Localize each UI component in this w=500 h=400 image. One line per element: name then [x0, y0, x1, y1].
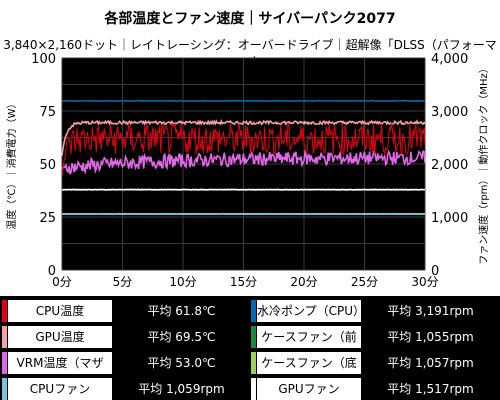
legend-average-value: 平均 1,059rpm — [138, 382, 225, 396]
legend-series-name: GPUファン — [257, 378, 361, 400]
x-tick-label: 25分 — [351, 275, 378, 289]
x-tick-label: 20分 — [290, 275, 317, 289]
legend-series-name: ケースファン（前面） — [257, 326, 361, 366]
legend-swatch — [2, 352, 7, 374]
legend-average-value: 平均 1,055rpm — [387, 330, 474, 344]
series-line — [61, 119, 426, 156]
y-tick-label-right: 0 — [431, 264, 439, 279]
legend-swatch — [251, 326, 256, 348]
y-tick-label-right: 1,000 — [431, 211, 468, 226]
legend-entry: CPU温度 平均 61.8℃ — [2, 300, 249, 322]
legend-average-value: 平均 53.0℃ — [147, 356, 216, 370]
legend-swatch — [2, 300, 7, 322]
legend-average-value: 平均 61.8℃ — [147, 304, 216, 318]
series-layer — [61, 99, 426, 216]
legend-swatch — [251, 378, 256, 400]
x-tick-label: 30分 — [411, 275, 438, 289]
legend-average-value: 平均 3,191rpm — [387, 304, 474, 318]
legend-series-name: CPUファン — [8, 378, 112, 400]
legend-entry: GPU温度 平均 69.5℃ — [2, 326, 249, 348]
legend-entry: 水冷ポンプ（CPU） 平均 3,191rpm — [251, 300, 498, 322]
y-tick-label-left: 50 — [39, 158, 56, 173]
legend-series-name: 水冷ポンプ（CPU） — [257, 300, 365, 322]
y-tick-label-left: 25 — [39, 211, 56, 226]
legend-entry: ケースファン（底面） 平均 1,057rpm — [251, 352, 498, 392]
y-axis-label-left: 温度（℃）｜消費電力（W） — [5, 98, 18, 229]
legend-series-name: ケースファン（底面） — [257, 352, 361, 392]
legend-entry: VRM温度（マザー） 平均 53.0℃ — [2, 352, 249, 392]
legend: CPU温度 平均 61.8℃ 水冷ポンプ（CPU） 平均 3,191rpm GPU温度平… — [0, 296, 500, 400]
legend-swatch — [251, 300, 256, 322]
y-tick-label-left: 0 — [48, 264, 56, 279]
x-tick-label: 0分 — [52, 275, 72, 289]
y-tick-label-right: 4,000 — [431, 52, 468, 67]
legend-series-name: VRM温度（マザー） — [8, 352, 112, 392]
tick-labels: 0分 5分 10分 15分 20分 25分 30分025507510001,0002,000… — [31, 52, 468, 289]
legend-swatch — [2, 326, 7, 348]
y-tick-label-left: 100 — [31, 52, 56, 67]
legend-average-value: 平均 69.5℃ — [147, 330, 216, 344]
legend-swatch — [251, 352, 256, 374]
y-tick-label-right: 2,000 — [431, 158, 468, 173]
legend-average-value: 平均 1,517rpm — [387, 382, 474, 396]
series-line — [61, 149, 426, 175]
legend-entry: ケースファン（前面） 平均 1,055rpm — [251, 326, 498, 366]
x-tick-label: 10分 — [169, 275, 196, 289]
y-axis-label-right: ファン速度（rpm）｜動作クロック（MHz） — [477, 63, 490, 265]
x-tick-label: 15分 — [230, 275, 257, 289]
grid-lines — [61, 57, 426, 271]
legend-entry: GPUファン 平均 1,517rpm — [251, 378, 498, 400]
line-chart: 0分 5分 10分 15分 20分 25分 30分025507510001,0002,000… — [5, 52, 490, 289]
y-tick-label-left: 75 — [39, 105, 56, 120]
chart-title: 各部温度とファン速度｜サイバーパンク2077 — [104, 11, 396, 27]
legend-entry: CPUファン 平均 1,059rpm — [2, 378, 249, 400]
x-tick-label: 5分 — [113, 275, 133, 289]
legend-series-name: CPU温度 — [8, 300, 112, 322]
legend-series-name: GPU温度 — [8, 326, 112, 348]
series-line — [61, 122, 426, 177]
legend-swatch — [2, 378, 7, 400]
legend-average-value: 平均 1,057rpm — [387, 356, 474, 370]
y-tick-label-right: 3,000 — [431, 105, 468, 120]
